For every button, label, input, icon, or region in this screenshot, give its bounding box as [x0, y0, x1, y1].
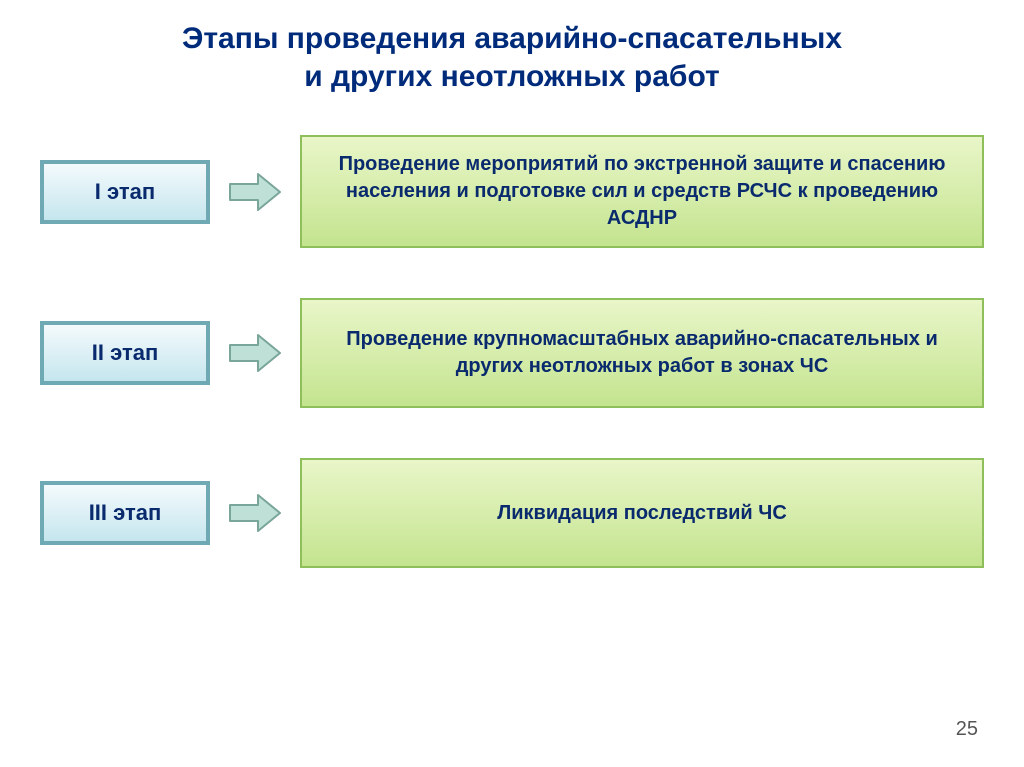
- arrow-wrap: [210, 493, 300, 533]
- stage-label: I этап: [95, 179, 155, 205]
- stage-label-box: II этап: [40, 321, 210, 385]
- title-line-1: Этапы проведения аварийно-спасательных: [60, 20, 964, 58]
- stages-container: I этап Проведение мероприятий по экстрен…: [0, 105, 1024, 568]
- stage-label: III этап: [89, 500, 162, 526]
- stage-label: II этап: [92, 340, 159, 366]
- stage-label-box: III этап: [40, 481, 210, 545]
- arrow-right-icon: [228, 333, 282, 373]
- arrow-wrap: [210, 333, 300, 373]
- slide-title: Этапы проведения аварийно-спасательных и…: [0, 0, 1024, 105]
- stage-description: Проведение мероприятий по экстренной защ…: [326, 151, 958, 232]
- stage-row: II этап Проведение крупномасштабных авар…: [40, 298, 984, 408]
- stage-label-box: I этап: [40, 160, 210, 224]
- stage-description-box: Проведение крупномасштабных аварийно-спа…: [300, 298, 984, 408]
- stage-description-box: Проведение мероприятий по экстренной защ…: [300, 135, 984, 248]
- stage-description: Ликвидация последствий ЧС: [497, 500, 787, 527]
- stage-description: Проведение крупномасштабных аварийно-спа…: [326, 326, 958, 380]
- stage-description-box: Ликвидация последствий ЧС: [300, 458, 984, 568]
- page-number: 25: [956, 718, 978, 741]
- arrow-right-icon: [228, 172, 282, 212]
- title-line-2: и других неотложных работ: [60, 58, 964, 96]
- arrow-right-icon: [228, 493, 282, 533]
- arrow-wrap: [210, 172, 300, 212]
- stage-row: III этап Ликвидация последствий ЧС: [40, 458, 984, 568]
- stage-row: I этап Проведение мероприятий по экстрен…: [40, 135, 984, 248]
